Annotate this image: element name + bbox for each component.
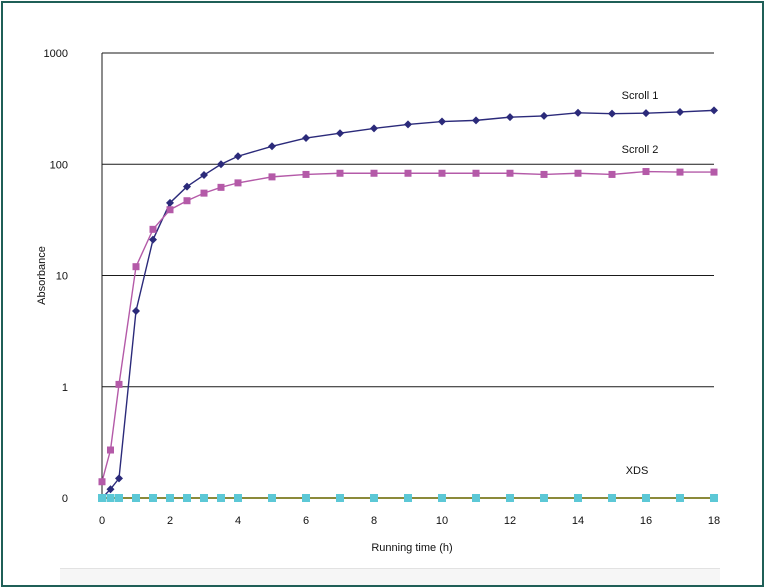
data-point-scroll-2 — [166, 206, 174, 214]
x-tick-label: 12 — [504, 515, 516, 527]
data-point-scroll-1 — [404, 120, 412, 129]
data-point-scroll-2 — [302, 170, 310, 178]
x-tick-label: 16 — [640, 515, 652, 527]
x-tick-label: 8 — [371, 515, 377, 527]
data-point-scroll-1 — [200, 171, 208, 180]
series-line-scroll-1 — [101, 109, 715, 499]
series-label-scroll-2: Scroll 2 — [622, 144, 659, 156]
data-point-scroll-2 — [183, 197, 191, 205]
data-point-xds — [183, 494, 191, 502]
data-point-scroll-2 — [676, 168, 684, 176]
data-point-scroll-1 — [183, 182, 191, 191]
x-tick-label: 4 — [235, 515, 241, 527]
data-point-scroll-2 — [438, 169, 446, 177]
data-point-xds — [234, 494, 242, 502]
data-point-scroll-2 — [608, 170, 616, 178]
data-point-scroll-2 — [115, 380, 123, 388]
data-point-scroll-2 — [710, 168, 718, 176]
data-point-scroll-2 — [642, 168, 650, 176]
data-point-scroll-2 — [98, 478, 106, 486]
data-point-xds — [268, 494, 276, 502]
data-point-xds — [438, 494, 446, 502]
data-point-xds — [200, 494, 208, 502]
data-point-scroll-1 — [438, 117, 446, 126]
x-tick-label: 6 — [303, 515, 309, 527]
y-tick-label: 1000 — [44, 48, 68, 60]
data-point-scroll-2 — [107, 446, 114, 454]
data-point-xds — [132, 494, 140, 502]
series-label-scroll-1: Scroll 1 — [622, 90, 659, 102]
data-point-scroll-2 — [540, 170, 548, 178]
data-point-scroll-1 — [302, 134, 310, 143]
data-point-scroll-2 — [404, 169, 412, 177]
data-point-scroll-2 — [200, 189, 208, 197]
data-point-xds — [506, 494, 514, 502]
data-point-xds — [370, 494, 378, 502]
x-axis-title: Running time (h) — [371, 542, 452, 554]
data-point-scroll-1 — [472, 116, 480, 125]
data-point-scroll-1 — [217, 160, 225, 169]
footer-strip — [60, 568, 720, 585]
data-point-xds — [166, 494, 174, 502]
data-point-xds — [540, 494, 548, 502]
data-point-xds — [472, 494, 480, 502]
data-point-scroll-1 — [710, 106, 718, 115]
data-point-xds — [710, 494, 718, 502]
data-point-xds — [404, 494, 412, 502]
data-point-scroll-2 — [574, 169, 582, 177]
series-label-xds: XDS — [626, 465, 649, 477]
data-point-xds — [642, 494, 650, 502]
data-point-scroll-1 — [115, 474, 123, 483]
y-tick-label: 1 — [62, 382, 68, 394]
y-tick-label: 100 — [50, 159, 68, 171]
data-point-scroll-1 — [268, 142, 276, 151]
data-point-scroll-1 — [506, 113, 514, 122]
data-point-scroll-2 — [472, 169, 480, 177]
y-axis-title: Absorbance — [36, 246, 48, 305]
data-point-xds — [302, 494, 310, 502]
data-point-scroll-2 — [268, 173, 276, 181]
data-point-scroll-2 — [370, 169, 378, 177]
data-point-scroll-1 — [132, 306, 140, 315]
data-point-xds — [608, 494, 616, 502]
data-point-scroll-1 — [608, 109, 616, 118]
data-point-scroll-2 — [149, 225, 157, 233]
data-point-scroll-2 — [506, 169, 514, 177]
x-tick-label: 0 — [99, 515, 105, 527]
series-line-scroll-2 — [101, 170, 714, 482]
data-point-xds — [574, 494, 582, 502]
data-point-xds — [217, 494, 225, 502]
x-tick-label: 18 — [708, 515, 720, 527]
data-point-scroll-1 — [676, 107, 684, 116]
data-point-xds — [336, 494, 344, 502]
x-tick-label: 10 — [436, 515, 448, 527]
data-point-xds — [98, 494, 106, 502]
data-point-xds — [149, 494, 157, 502]
data-point-scroll-1 — [370, 124, 378, 133]
data-point-scroll-1 — [106, 485, 115, 494]
y-tick-label: 0 — [62, 493, 68, 505]
data-point-scroll-1 — [642, 109, 650, 118]
data-point-scroll-2 — [336, 169, 344, 177]
data-point-xds — [115, 494, 123, 502]
data-point-scroll-2 — [132, 263, 140, 271]
y-tick-label: 10 — [56, 271, 68, 283]
data-point-scroll-2 — [217, 183, 225, 191]
x-tick-label: 2 — [167, 515, 173, 527]
x-tick-label: 14 — [572, 515, 584, 527]
data-point-scroll-1 — [336, 129, 344, 138]
data-point-xds — [676, 494, 684, 502]
data-point-scroll-1 — [574, 108, 582, 117]
data-point-scroll-1 — [234, 152, 242, 161]
data-point-xds — [106, 494, 115, 502]
data-point-scroll-1 — [149, 235, 157, 244]
data-point-scroll-1 — [540, 111, 548, 120]
data-point-scroll-2 — [234, 179, 242, 187]
data-point-scroll-1 — [166, 198, 174, 207]
